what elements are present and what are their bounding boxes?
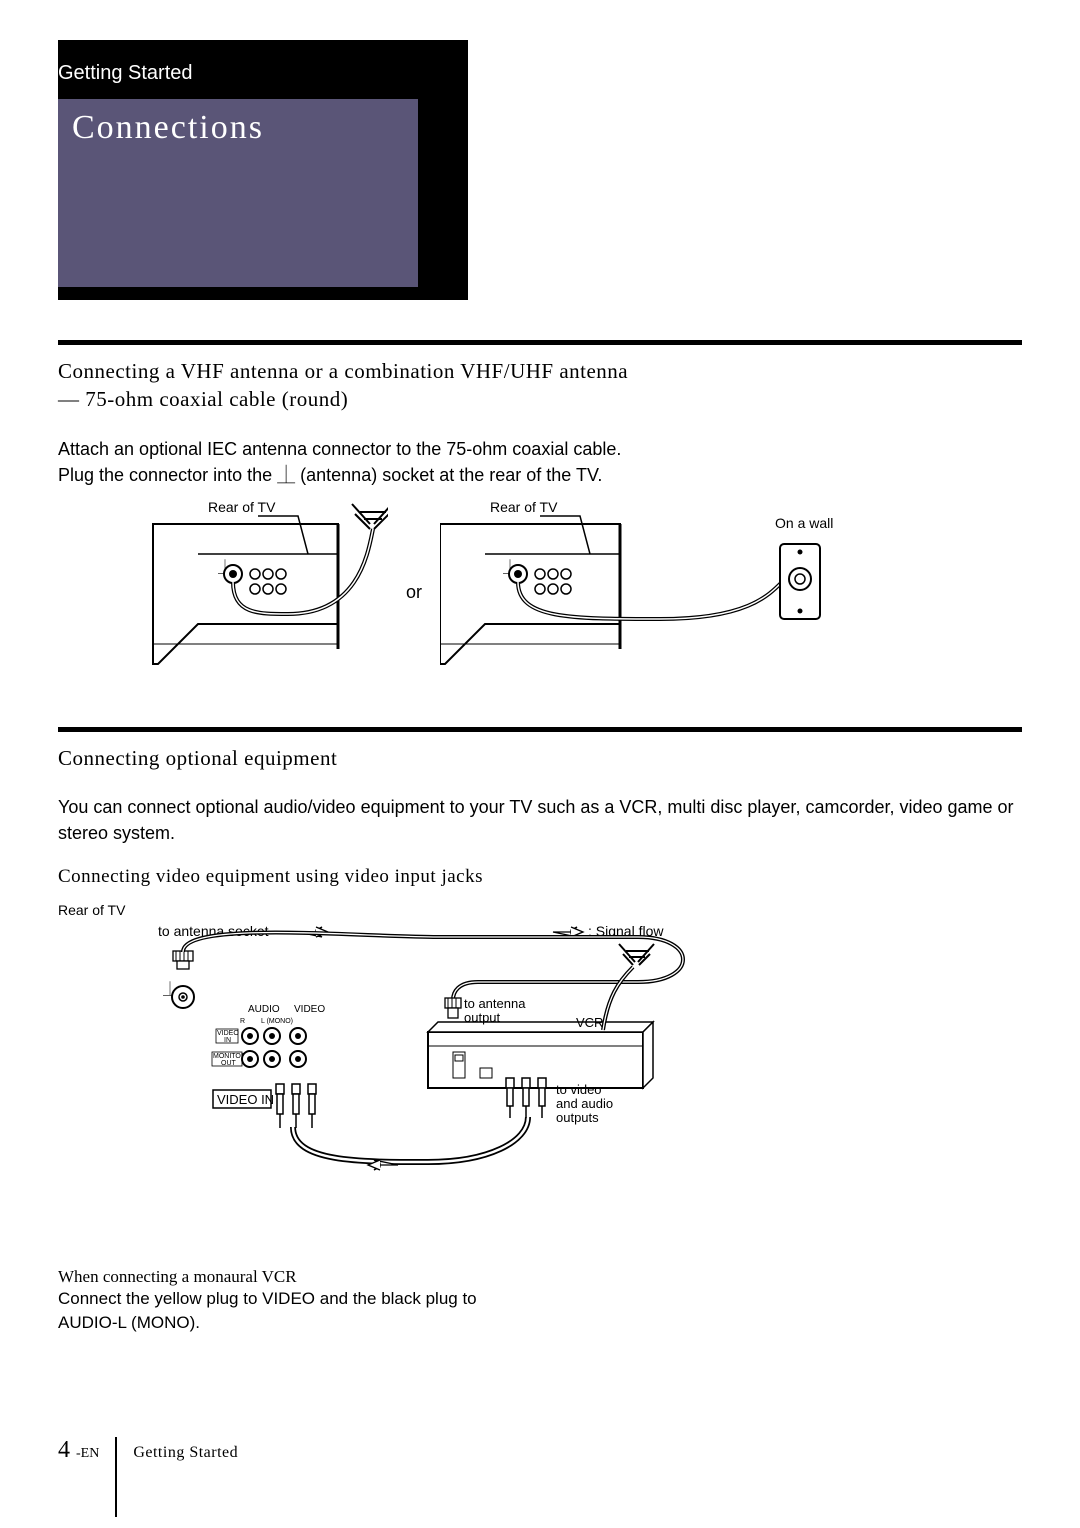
in-small: IN [224,1037,231,1044]
to-video-outputs-l3: outputs [556,1110,599,1125]
video-label: VIDEO [294,1004,325,1015]
rear-of-tv-label-2: Rear of TV [58,902,1022,918]
antenna-diagram-row: Rear of TV ⏊ [58,494,1022,669]
rear-of-tv-label: Rear of TV [208,499,276,515]
divider-2 [58,727,1022,732]
section1-body-l1: Attach an optional IEC antenna connector… [58,439,621,459]
section2-body: You can connect optional audio/video equ… [58,794,1022,846]
to-antenna-output-l1: to antenna [464,996,526,1011]
on-a-wall-label: On a wall [775,515,833,531]
page-lang: -EN [76,1446,99,1462]
lmono-label: L (MONO) [261,1018,293,1025]
section1-body-l2: Plug the connector into the ⏊ (antenna) … [58,465,602,485]
section1-heading-l1: Connecting a VHF antenna or a combinatio… [58,359,628,383]
to-antenna-output-l2: output [464,1010,501,1025]
chapter-label: Getting Started [58,40,468,85]
audio-label: AUDIO [248,1004,280,1015]
monaural-note-body-l1: Connect the yellow plug to VIDEO and the… [58,1287,1022,1311]
vcr-wiring-diagram: to antenna socket : Signal flow ⏊ AUDIO … [58,922,778,1202]
page-title: Connections [58,99,418,147]
or-separator: or [406,560,422,603]
to-video-outputs-l2: and audio [556,1096,613,1111]
monitor-small: MONITOR [213,1053,246,1060]
out-small: OUT [221,1060,237,1067]
divider [58,340,1022,345]
tv-rear-diagram-right: Rear of TV On a wall ⏊ [440,494,870,669]
video-in-small: VIDEO [217,1030,239,1037]
monaural-note-title: When connecting a monaural VCR [58,1267,1022,1287]
section1-heading: Connecting a VHF antenna or a combinatio… [58,357,1022,414]
r-label: R [240,1018,245,1025]
footer-divider [115,1437,117,1517]
page-footer: 4 -EN Getting Started [58,1437,238,1464]
section1-heading-l2: — 75-ohm coaxial cable (round) [58,387,348,411]
footer-section: Getting Started [133,1444,238,1462]
monaural-note: When connecting a monaural VCR Connect t… [58,1267,1022,1335]
rear-of-tv-label-r: Rear of TV [490,499,558,515]
vcr-label: VCR [576,1015,603,1030]
to-video-outputs-l1: to video [556,1082,602,1097]
page: Getting Started Connections Connecting a… [0,0,1080,1528]
section1-body: Attach an optional IEC antenna connector… [58,436,1022,488]
tv-rear-diagram-left: Rear of TV ⏊ [58,494,388,669]
video-in-box: VIDEO IN [217,1092,274,1107]
header-block: Getting Started Connections [58,40,468,300]
section2-heading: Connecting optional equipment [58,744,1022,772]
monaural-note-body-l2: AUDIO-L (MONO). [58,1311,1022,1335]
section2-subheading: Connecting video equipment using video i… [58,866,1022,888]
title-band: Connections [58,99,418,287]
page-number: 4 [58,1437,70,1464]
